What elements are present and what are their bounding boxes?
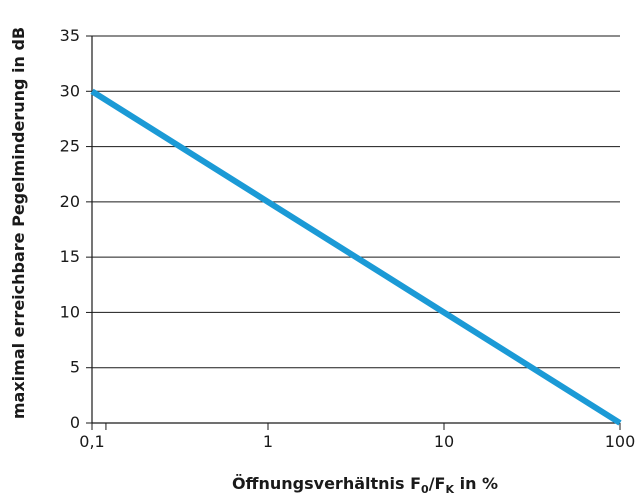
tick-labels: 0 5 10 15 20 25 30 35 0,1 1 10 100 xyxy=(60,26,636,451)
x-axis-title-mid: /F xyxy=(429,474,446,493)
x-tick-label-0,1: 0,1 xyxy=(79,432,104,451)
axes xyxy=(86,35,621,430)
y-tick-label-25: 25 xyxy=(60,137,80,156)
grid-lines xyxy=(92,35,620,369)
y-axis-title: maximal erreichbare Pegelminderung in dB xyxy=(9,27,28,419)
y-tick-label-10: 10 xyxy=(60,302,80,321)
y-tick-label-5: 5 xyxy=(70,358,80,377)
y-tick-label-0: 0 xyxy=(70,413,80,432)
y-tick-label-15: 15 xyxy=(60,247,80,266)
y-tick-label-30: 30 xyxy=(60,81,80,100)
x-axis-title-prefix: Öffnungsverhältnis F xyxy=(232,474,421,493)
x-tick-label-1: 1 xyxy=(263,432,273,451)
series-line-0 xyxy=(90,88,622,426)
x-axis-title-suffix: in % xyxy=(454,474,498,493)
y-tick-label-35: 35 xyxy=(60,26,80,45)
x-tick-label-10: 10 xyxy=(434,432,454,451)
x-axis-title: Öffnungsverhältnis F0/FK in % xyxy=(232,474,498,496)
x-axis-title-sub1: 0 xyxy=(421,483,429,496)
y-tick-label-20: 20 xyxy=(60,192,80,211)
x-tick-label-100: 100 xyxy=(605,432,636,451)
series-group xyxy=(90,88,622,426)
x-axis-title-sub2: K xyxy=(445,483,454,496)
